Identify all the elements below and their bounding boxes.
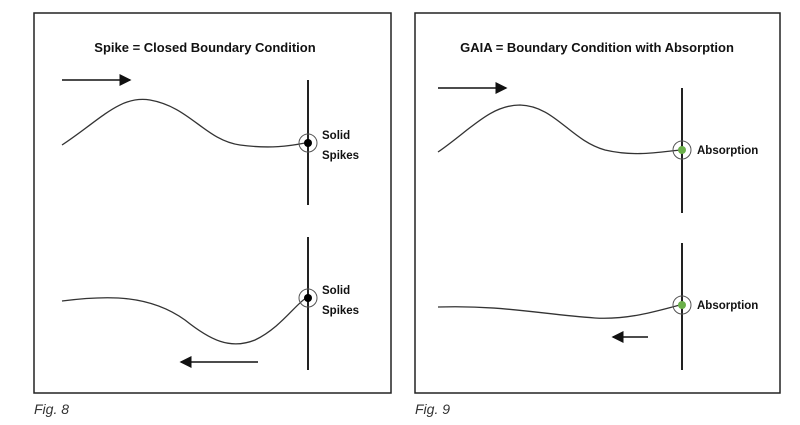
wave [61, 297, 307, 345]
panel-fig-9: GAIA = Boundary Condition with Absorptio… [414, 12, 781, 417]
label: Spikes [322, 305, 359, 317]
label: Absorption [697, 300, 758, 312]
label: Absorption [697, 145, 758, 157]
absorption-point [678, 146, 686, 154]
label: Solid [322, 130, 350, 142]
panel-fig-8: Spike = Closed Boundary Condition Solid … [33, 12, 392, 417]
contact-point [304, 139, 312, 147]
wave [437, 104, 681, 155]
contact-ring [298, 133, 318, 153]
contact-ring [672, 140, 692, 160]
label: Spikes [322, 150, 359, 162]
caption: Fig. 8 [34, 401, 69, 417]
caption: Fig. 9 [415, 401, 450, 417]
wave [61, 98, 306, 148]
panel-title: Spike = Closed Boundary Condition [94, 40, 315, 55]
wave [437, 304, 681, 319]
label: Solid [322, 285, 350, 297]
contact-ring [672, 295, 692, 315]
contact-ring [298, 288, 318, 308]
contact-point [304, 294, 312, 302]
absorption-point [678, 301, 686, 309]
panel-border [414, 12, 781, 394]
panel-title: GAIA = Boundary Condition with Absorptio… [460, 40, 734, 55]
panel-border [33, 12, 392, 394]
